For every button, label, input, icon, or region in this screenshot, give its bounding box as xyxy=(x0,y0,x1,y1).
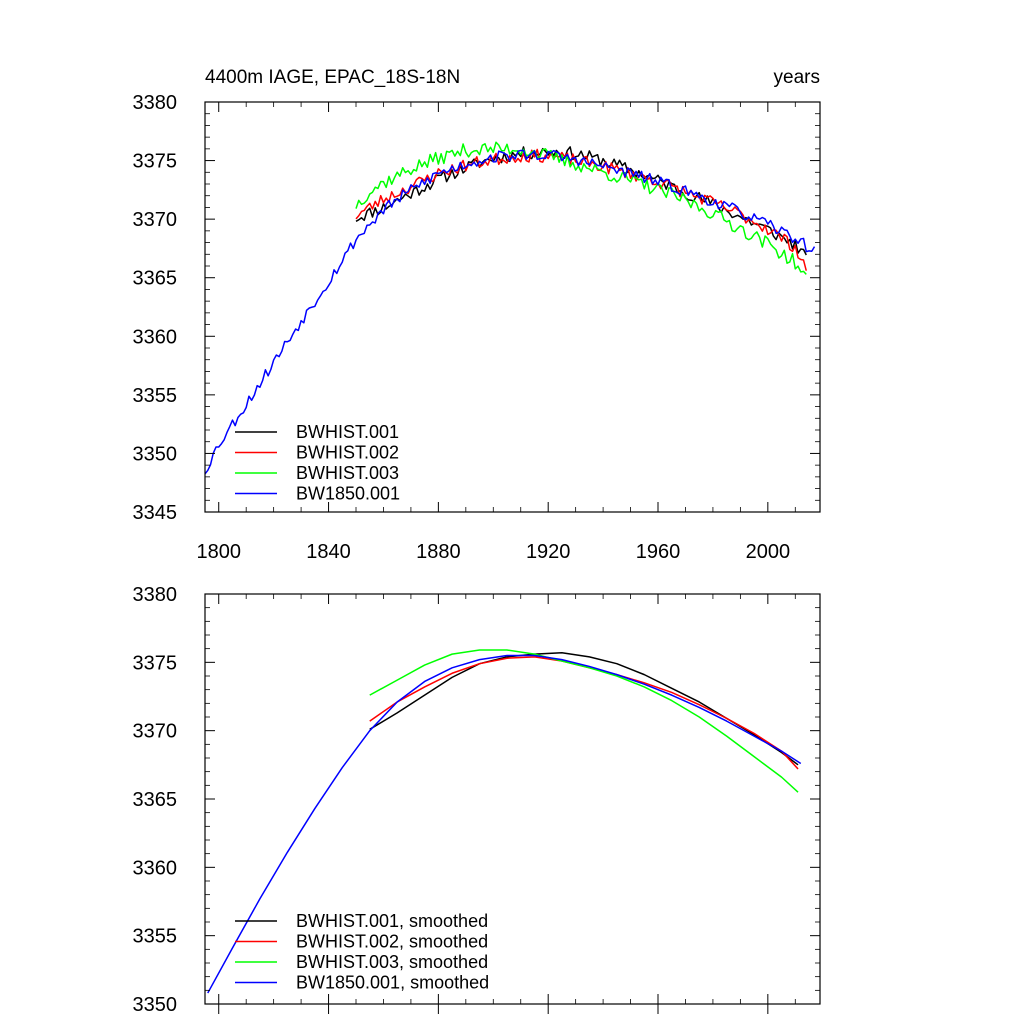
y-tick-label: 3360 xyxy=(133,857,178,879)
y-tick-label: 3355 xyxy=(133,926,178,948)
bottom-series-group xyxy=(207,649,802,994)
legend-label: BW1850.001 xyxy=(296,484,400,504)
bottom-panel: 3350 3355 3360 3365 3370 3375 3380 BWHIST.001,… xyxy=(133,584,821,1016)
y-tick-label: 3365 xyxy=(133,268,178,290)
legend-label: BWHIST.001 xyxy=(296,422,399,442)
y-tick-label: 3375 xyxy=(133,151,178,173)
x-tick-label: 1880 xyxy=(416,541,461,563)
y-tick-label: 3350 xyxy=(133,443,178,465)
x-tick-label: 1960 xyxy=(636,541,681,563)
y-tick-label: 3380 xyxy=(133,584,178,606)
legend-label: BWHIST.003, smoothed xyxy=(296,952,488,972)
series-line xyxy=(355,141,807,275)
y-tick-label: 3355 xyxy=(133,385,178,407)
top-plot-frame xyxy=(204,101,821,513)
top-series-group xyxy=(204,141,816,475)
series-line xyxy=(207,654,802,994)
y-tick-label: 3345 xyxy=(133,502,178,524)
x-tick-label: 1840 xyxy=(306,541,351,563)
x-tick-label: 1800 xyxy=(196,541,241,563)
legend-label: BW1850.001, smoothed xyxy=(296,973,489,993)
x-tick-label: 2000 xyxy=(746,541,791,563)
top-panel: 4400m IAGE, EPAC_18S-18N years 334533503… xyxy=(133,67,821,563)
y-tick-label: 3365 xyxy=(133,789,178,811)
legend-label: BWHIST.002, smoothed xyxy=(296,932,488,952)
bottom-ticks-group: 3350 3355 3360 3365 3370 3375 3380 xyxy=(133,584,820,1016)
units-label: years xyxy=(774,67,820,88)
series-line xyxy=(355,146,807,256)
y-tick-label: 3380 xyxy=(133,92,178,114)
legend-label: BWHIST.003 xyxy=(296,463,399,483)
chart-title: 4400m IAGE, EPAC_18S-18N xyxy=(205,67,460,88)
y-tick-label: 3370 xyxy=(133,209,178,231)
y-tick-label: 3360 xyxy=(133,326,178,348)
legend-label: BWHIST.002 xyxy=(296,443,399,463)
series-line xyxy=(369,649,799,793)
x-tick-label: 1920 xyxy=(526,541,571,563)
y-tick-label: 3350 xyxy=(133,994,178,1016)
legend-label: BWHIST.001, smoothed xyxy=(296,911,488,931)
y-tick-label: 3370 xyxy=(133,721,178,743)
top-ticks-group: 3345 3350 3355 3360 3365 3370 3375 3380 1800 1840… xyxy=(133,92,820,563)
series-line xyxy=(204,149,816,475)
y-tick-label: 3375 xyxy=(133,652,178,674)
